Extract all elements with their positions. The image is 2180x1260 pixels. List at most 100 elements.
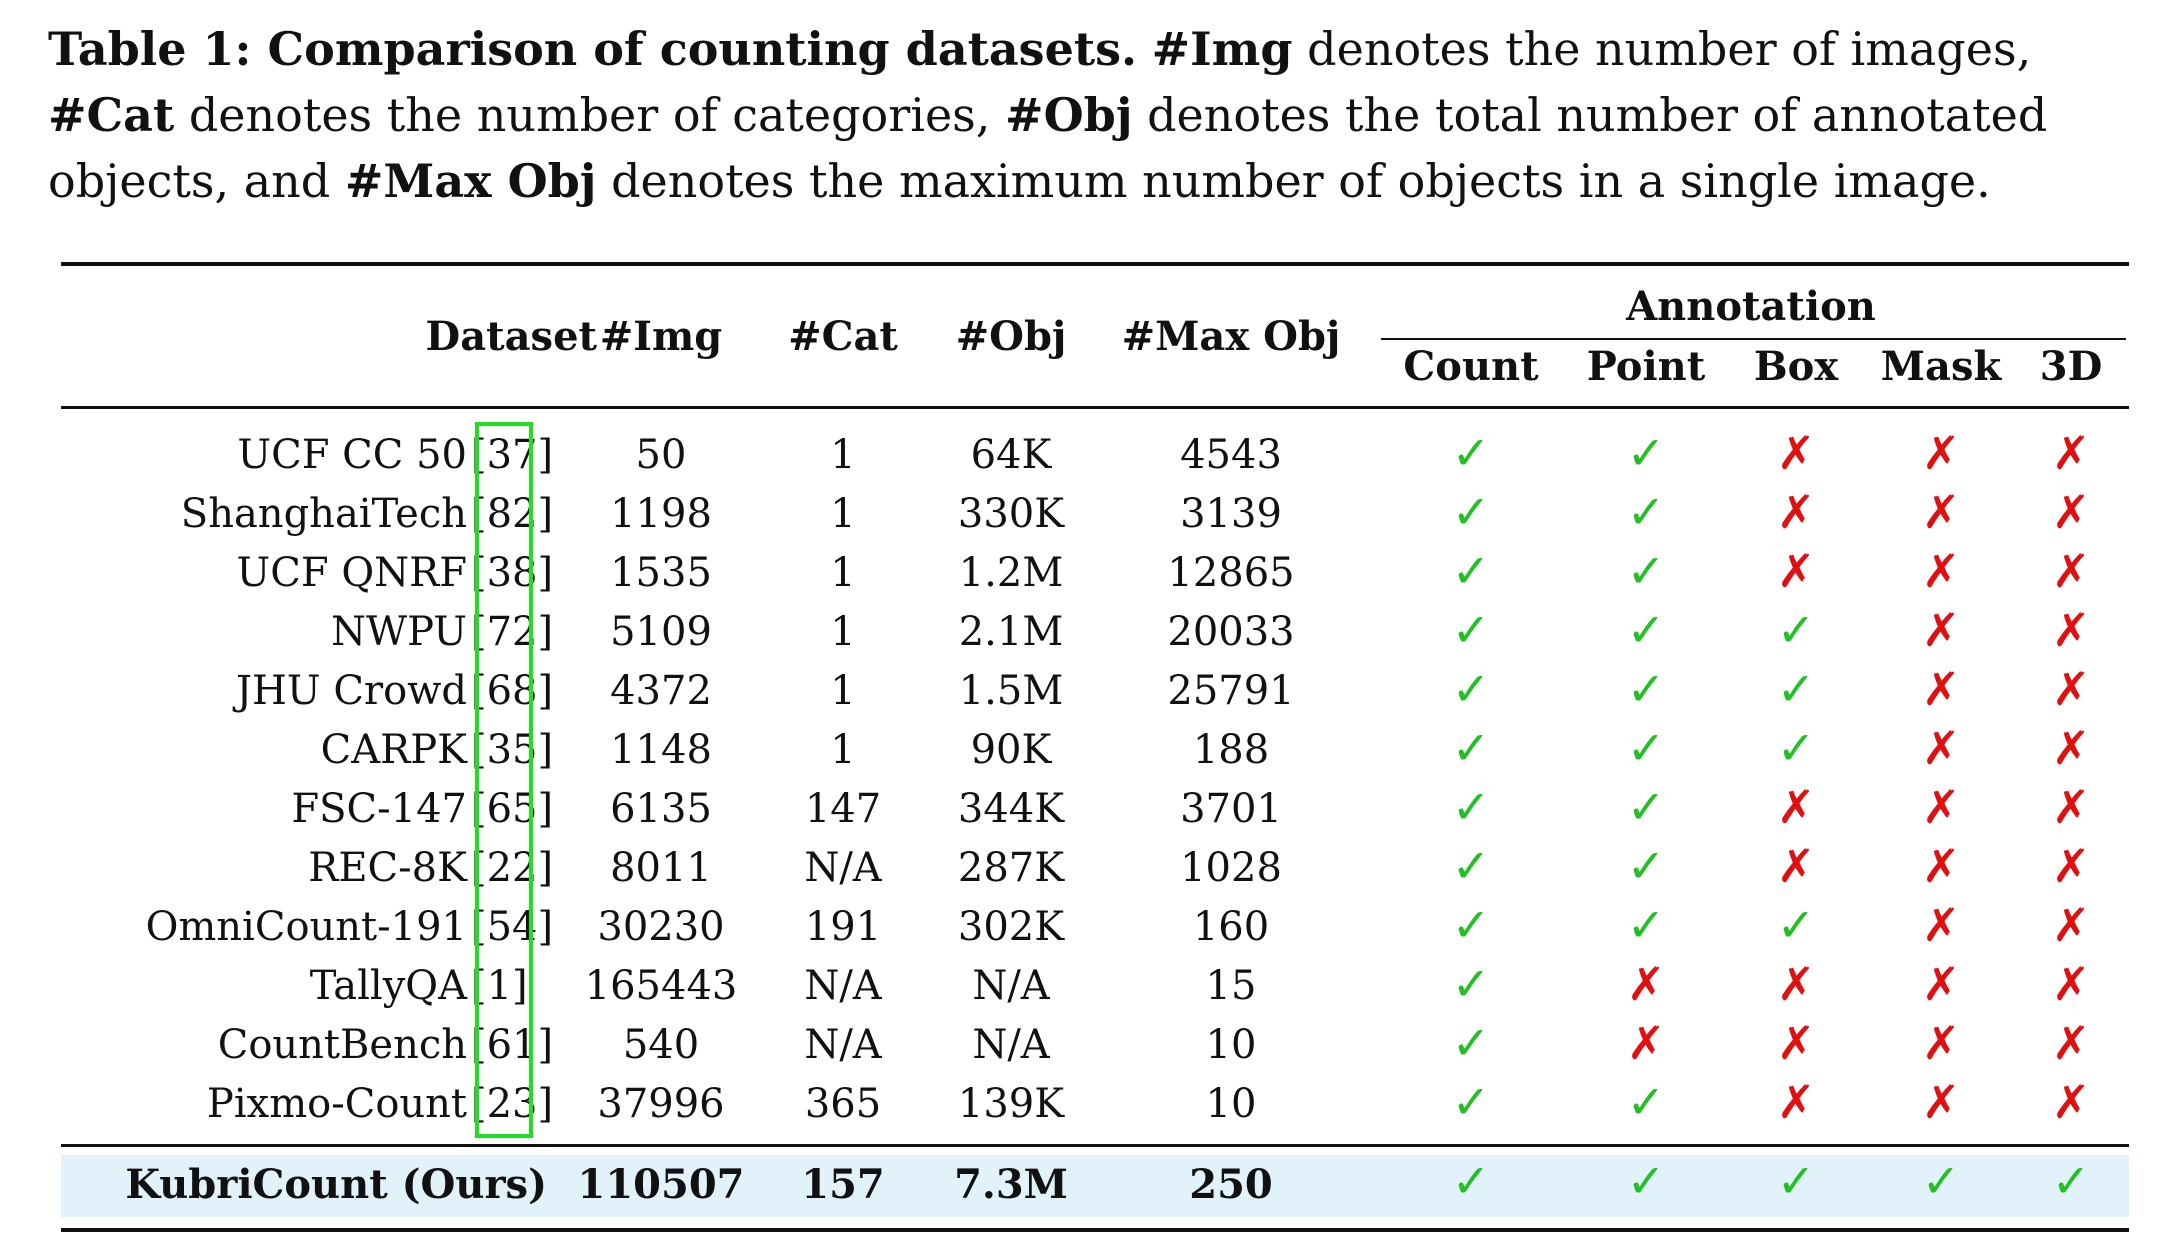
ours-rule bbox=[61, 1144, 2129, 1147]
dataset-name: OmniCount-191 bbox=[145, 904, 467, 950]
header-obj: #Obj bbox=[955, 313, 1067, 360]
cell-max-obj: 160 bbox=[1192, 904, 1270, 950]
cell-max-obj: 188 bbox=[1192, 727, 1270, 773]
dataset-name: CARPK bbox=[320, 727, 467, 773]
cell-obj: N/A bbox=[972, 1022, 1050, 1068]
check-icon: ✓ bbox=[1776, 721, 1816, 775]
header-count: Count bbox=[1403, 343, 1539, 390]
cross-icon: ✗ bbox=[1921, 721, 1961, 775]
cell-img: 540 bbox=[622, 1022, 700, 1068]
cell-cat: N/A bbox=[804, 963, 882, 1009]
cell-cat: 365 bbox=[804, 1081, 882, 1127]
cell-img: 30230 bbox=[597, 904, 725, 950]
check-icon: ✓ bbox=[1626, 898, 1666, 952]
cross-icon: ✗ bbox=[2051, 780, 2091, 834]
header-3d: 3D bbox=[2039, 343, 2103, 390]
caption-obj-term: #Obj bbox=[1005, 88, 1133, 142]
cross-icon: ✗ bbox=[1776, 1016, 1816, 1070]
check-icon: ✓ bbox=[1626, 780, 1666, 834]
check-icon: ✓ bbox=[1451, 485, 1491, 539]
cell-img: 37996 bbox=[597, 1081, 725, 1127]
cross-icon: ✗ bbox=[1776, 839, 1816, 893]
cell-obj: 302K bbox=[957, 904, 1065, 950]
cross-icon: ✗ bbox=[1776, 957, 1816, 1011]
dataset-name: ShanghaiTech bbox=[180, 491, 467, 537]
check-icon: ✓ bbox=[1626, 544, 1666, 598]
caption-obj-desc: denotes the total number of annotated ob… bbox=[48, 88, 2048, 208]
cross-icon: ✗ bbox=[1776, 485, 1816, 539]
header-max-obj: #Max Obj bbox=[1121, 313, 1341, 360]
cell-max-obj: 10 bbox=[1205, 1081, 1257, 1127]
annotation-rule bbox=[1381, 338, 2126, 340]
cell-cat: 1 bbox=[830, 432, 856, 478]
cross-icon: ✗ bbox=[1776, 780, 1816, 834]
table-caption: Table 1: Comparison of counting datasets… bbox=[48, 16, 2158, 214]
caption-img-term: #Img bbox=[1151, 22, 1293, 76]
cell-max-obj: 20033 bbox=[1167, 609, 1295, 655]
cross-icon: ✗ bbox=[2051, 426, 2091, 480]
dataset-name: Pixmo-Count bbox=[206, 1081, 467, 1127]
caption-lead: Table 1: Comparison of counting datasets… bbox=[48, 22, 1137, 76]
citation-ref: [37] bbox=[471, 432, 554, 478]
ours-cell-max-obj: 250 bbox=[1189, 1161, 1273, 1208]
cross-icon: ✗ bbox=[1921, 1075, 1961, 1129]
dataset-name: TallyQA bbox=[309, 963, 467, 1009]
check-icon: ✓ bbox=[1451, 898, 1491, 952]
dataset-name: UCF CC 50 bbox=[237, 432, 467, 478]
citation-ref: [68] bbox=[471, 668, 554, 714]
dataset-name: FSC-147 bbox=[291, 786, 467, 832]
header-annotation: Annotation bbox=[1626, 283, 1876, 330]
check-icon: ✓ bbox=[1451, 662, 1491, 716]
dataset-name: CountBench bbox=[217, 1022, 467, 1068]
cross-icon: ✗ bbox=[1776, 1075, 1816, 1129]
cell-img: 8011 bbox=[610, 845, 712, 891]
citation-ref: [54] bbox=[471, 904, 554, 950]
check-icon: ✓ bbox=[1451, 780, 1491, 834]
caption-cat-desc: denotes the number of categories, bbox=[188, 88, 991, 142]
check-icon: ✓ bbox=[1451, 1075, 1491, 1129]
top-rule bbox=[61, 262, 2129, 266]
ours-cell-img: 110507 bbox=[577, 1161, 745, 1208]
cell-img: 6135 bbox=[610, 786, 712, 832]
cell-obj: 344K bbox=[957, 786, 1065, 832]
check-icon: ✓ bbox=[1451, 1154, 1491, 1208]
check-icon: ✓ bbox=[1776, 898, 1816, 952]
cell-max-obj: 25791 bbox=[1167, 668, 1295, 714]
caption-img-desc: denotes the number of images, bbox=[1307, 22, 2032, 76]
reference-highlight-box bbox=[475, 422, 533, 1138]
cross-icon: ✗ bbox=[1626, 957, 1666, 1011]
caption-max-desc: denotes the maximum number of objects in… bbox=[611, 154, 1991, 208]
citation-ref: [38] bbox=[471, 550, 554, 596]
cell-cat: 1 bbox=[830, 609, 856, 655]
cross-icon: ✗ bbox=[1921, 780, 1961, 834]
cross-icon: ✗ bbox=[2051, 957, 2091, 1011]
cross-icon: ✗ bbox=[2051, 544, 2091, 598]
cell-img: 1535 bbox=[610, 550, 712, 596]
check-icon: ✓ bbox=[1626, 1075, 1666, 1129]
caption-cat-term: #Cat bbox=[48, 88, 175, 142]
cross-icon: ✗ bbox=[2051, 662, 2091, 716]
cell-max-obj: 4543 bbox=[1180, 432, 1282, 478]
check-icon: ✓ bbox=[1451, 1016, 1491, 1070]
cross-icon: ✗ bbox=[2051, 603, 2091, 657]
cross-icon: ✗ bbox=[1921, 426, 1961, 480]
bottom-rule bbox=[61, 1228, 2129, 1232]
citation-ref: [1] bbox=[471, 963, 528, 1009]
ours-row-highlight bbox=[61, 1155, 2129, 1217]
check-icon: ✓ bbox=[1626, 1154, 1666, 1208]
check-icon: ✓ bbox=[1451, 721, 1491, 775]
dataset-name: UCF QNRF bbox=[236, 550, 467, 596]
cell-max-obj: 1028 bbox=[1180, 845, 1282, 891]
check-icon: ✓ bbox=[1451, 839, 1491, 893]
cell-obj: 64K bbox=[970, 432, 1052, 478]
cell-img: 165443 bbox=[584, 963, 738, 1009]
citation-ref: [61] bbox=[471, 1022, 554, 1068]
cell-cat: 1 bbox=[830, 491, 856, 537]
dataset-name-ours: KubriCount (Ours) bbox=[125, 1161, 547, 1208]
header-point: Point bbox=[1586, 343, 1706, 390]
ours-cell-obj: 7.3M bbox=[954, 1161, 1068, 1208]
cross-icon: ✗ bbox=[1921, 662, 1961, 716]
cell-obj: 287K bbox=[957, 845, 1065, 891]
citation-ref: [65] bbox=[471, 786, 554, 832]
cell-cat: N/A bbox=[804, 845, 882, 891]
